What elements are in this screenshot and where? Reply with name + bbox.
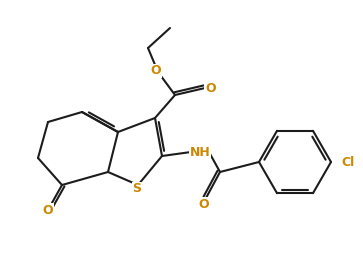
Text: S: S [132,182,142,196]
Text: O: O [199,198,209,211]
Text: Cl: Cl [341,156,354,168]
Text: O: O [151,64,161,77]
Text: O: O [205,82,216,94]
Text: NH: NH [189,146,211,158]
Text: O: O [43,204,53,216]
